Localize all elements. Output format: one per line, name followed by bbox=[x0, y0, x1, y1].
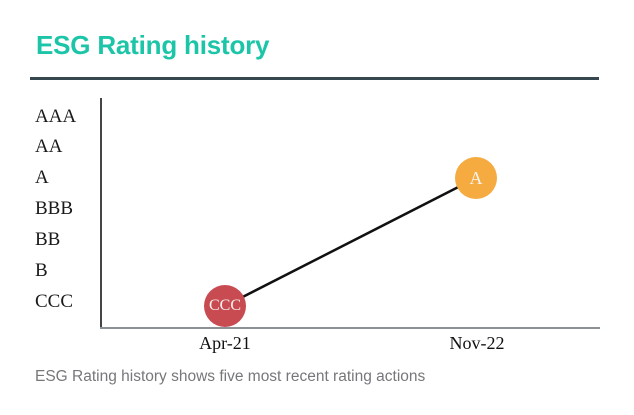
y-tick-aa: AA bbox=[35, 136, 63, 157]
data-point-a-label: A bbox=[469, 167, 483, 188]
page-title: ESG Rating history bbox=[36, 30, 270, 60]
title-divider bbox=[30, 77, 599, 80]
y-tick-b: B bbox=[35, 260, 48, 281]
y-tick-aaa: AAA bbox=[35, 106, 77, 127]
x-tick-nov-22: Nov-22 bbox=[449, 333, 505, 353]
data-point-a: A bbox=[455, 157, 497, 199]
y-tick-ccc: CCC bbox=[35, 291, 74, 312]
data-point-ccc: CCC bbox=[204, 285, 246, 327]
chart-footnote: ESG Rating history shows five most recen… bbox=[35, 368, 426, 385]
y-tick-bb: BB bbox=[35, 229, 61, 250]
data-point-ccc-label: CCC bbox=[208, 297, 241, 314]
y-tick-bbb: BBB bbox=[35, 198, 74, 219]
y-tick-a: A bbox=[35, 167, 49, 188]
y-axis-line bbox=[100, 98, 102, 329]
x-tick-apr-21: Apr-21 bbox=[199, 333, 251, 353]
x-axis-line bbox=[100, 327, 600, 329]
